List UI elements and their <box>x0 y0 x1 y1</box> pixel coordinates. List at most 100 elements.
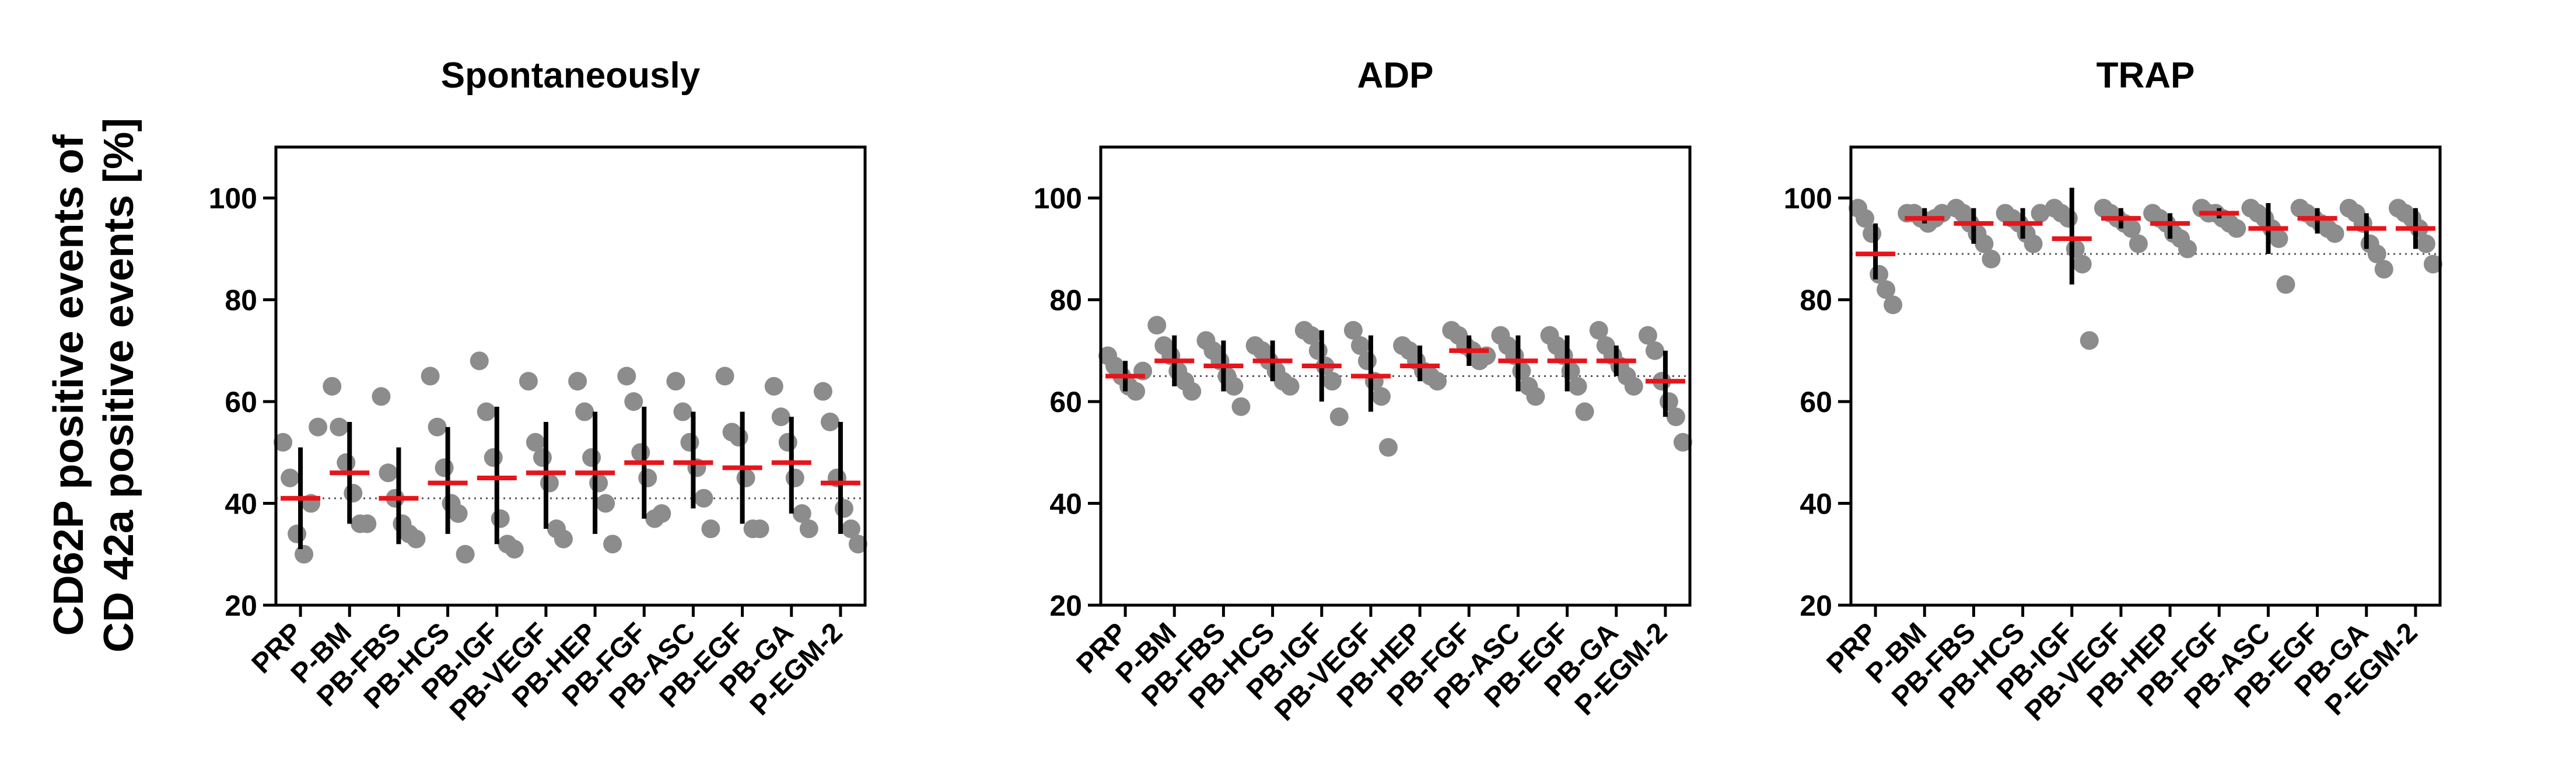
y-tick-label: 80 <box>1800 284 1832 317</box>
data-point <box>589 473 608 493</box>
y-tick-label: 60 <box>1800 386 1832 418</box>
data-point <box>337 453 356 472</box>
data-point <box>617 366 636 386</box>
data-point <box>1638 326 1657 345</box>
data-point <box>1863 224 1882 243</box>
data-point <box>1673 432 1692 452</box>
data-point <box>1856 209 1875 228</box>
data-point <box>2024 234 2043 253</box>
data-point <box>1877 280 1896 299</box>
data-point <box>2178 239 2197 259</box>
data-point <box>582 448 601 467</box>
data-point <box>715 366 734 386</box>
data-point <box>491 509 510 528</box>
data-point <box>344 484 363 503</box>
data-point <box>449 504 468 523</box>
data-point <box>2325 224 2344 243</box>
data-point <box>1589 321 1608 340</box>
data-point <box>295 544 314 564</box>
data-point <box>813 382 832 401</box>
plot-frame <box>1849 145 2442 607</box>
data-point <box>848 535 867 554</box>
plot-frame <box>274 145 867 607</box>
data-point <box>421 366 440 386</box>
data-point <box>2416 234 2435 253</box>
y-tick-label: 60 <box>225 386 257 418</box>
y-axis-label-line2: CD 42a positive events [%] <box>96 118 142 652</box>
data-point <box>1645 341 1664 360</box>
data-point <box>701 519 720 539</box>
data-point <box>2080 331 2099 350</box>
data-point <box>603 535 622 554</box>
data-point <box>2059 209 2078 228</box>
data-point <box>771 407 790 427</box>
data-point <box>1224 376 1244 396</box>
data-point <box>274 432 293 452</box>
chart-panel-3: TRAP20406080100PRPP-BMPB-FBSPB-HCSPB-IGF… <box>1784 55 2442 727</box>
data-point <box>568 372 587 391</box>
y-tick-label: 20 <box>1800 589 1832 622</box>
data-point <box>2122 219 2141 238</box>
chart-panels: Spontaneously20406080100PRPP-BMPB-FBSPB-… <box>209 55 2442 727</box>
data-point <box>736 468 755 487</box>
y-tick-label: 40 <box>1049 488 1082 521</box>
data-point <box>2227 219 2246 238</box>
data-point <box>1575 402 1594 421</box>
data-point <box>2374 260 2393 279</box>
data-point <box>407 529 426 549</box>
data-point <box>456 544 475 564</box>
data-point <box>624 392 643 411</box>
data-point <box>1624 376 1643 396</box>
data-point <box>652 504 671 523</box>
plot-frame <box>1099 145 1692 607</box>
data-point <box>785 468 804 487</box>
data-point <box>2073 254 2092 274</box>
data-point <box>1982 249 2001 268</box>
data-point <box>1666 407 1685 427</box>
data-point <box>750 519 769 539</box>
chart-panel-2: ADP20406080100PRPP-BMPB-FBSPB-HCSPB-IGFP… <box>1034 55 1692 727</box>
data-point <box>1975 234 1994 253</box>
y-tick-label: 100 <box>1034 182 1082 215</box>
data-point <box>309 417 328 437</box>
chart-title: TRAP <box>2096 55 2195 96</box>
data-point <box>1231 397 1251 416</box>
data-point <box>834 499 853 518</box>
data-point <box>1147 316 1167 335</box>
data-point <box>778 432 797 452</box>
data-point <box>526 432 545 452</box>
data-point <box>2129 234 2148 253</box>
data-point <box>540 473 559 493</box>
data-point <box>435 458 454 477</box>
y-tick-label: 40 <box>225 488 257 521</box>
y-tick-label: 80 <box>225 284 257 317</box>
data-point <box>1329 407 1349 427</box>
data-point <box>673 402 692 421</box>
data-point <box>764 376 783 396</box>
y-tick-label: 20 <box>225 589 257 622</box>
data-point <box>596 494 615 513</box>
data-point <box>519 372 538 391</box>
y-axis-label-line1: CD62P positive events of <box>46 134 92 636</box>
data-point <box>358 514 377 533</box>
data-point <box>1371 387 1391 406</box>
data-point <box>470 351 489 371</box>
data-point <box>554 529 573 549</box>
data-point <box>372 387 391 406</box>
y-tick-label: 100 <box>1784 182 1832 215</box>
data-point <box>1350 336 1370 355</box>
data-point <box>484 448 503 467</box>
data-point <box>379 463 398 483</box>
data-point <box>1526 387 1545 406</box>
data-point <box>533 448 552 467</box>
data-point <box>1280 376 1300 396</box>
data-point <box>729 428 748 447</box>
y-tick-label: 40 <box>1800 488 1832 521</box>
data-point <box>792 504 811 523</box>
data-point <box>1301 326 1321 345</box>
chart-title: ADP <box>1357 55 1434 96</box>
y-tick-label: 60 <box>1049 386 1082 418</box>
data-point <box>841 519 860 539</box>
y-tick-label: 80 <box>1049 284 1082 317</box>
